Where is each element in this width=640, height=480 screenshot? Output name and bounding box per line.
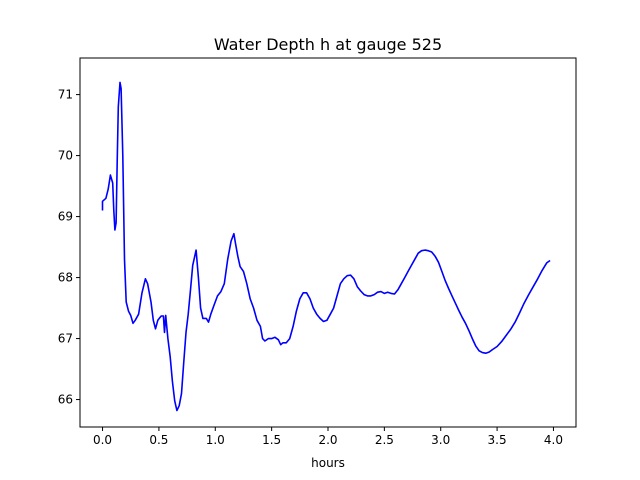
x-tick-label: 3.5 (488, 433, 507, 447)
y-tick-label: 66 (58, 393, 73, 407)
x-tick-label: 0.5 (149, 433, 168, 447)
y-tick-label: 67 (58, 332, 73, 346)
y-tick-label: 71 (58, 88, 73, 102)
y-tick-label: 68 (58, 271, 73, 285)
x-tick-label: 2.0 (318, 433, 337, 447)
x-tick-label: 1.0 (206, 433, 225, 447)
chart-title: Water Depth h at gauge 525 (214, 35, 442, 54)
x-axis: 0.0 0.5 1.0 1.5 2.0 2.5 3.0 3.5 4.0 (93, 427, 563, 447)
x-tick-label: 3.0 (431, 433, 450, 447)
y-tick-label: 70 (58, 149, 73, 163)
y-tick-label: 69 (58, 210, 73, 224)
x-tick-label: 4.0 (544, 433, 563, 447)
x-tick-label: 0.0 (93, 433, 112, 447)
x-axis-label: hours (311, 456, 345, 470)
x-tick-label: 2.5 (375, 433, 394, 447)
x-tick-label: 1.5 (262, 433, 281, 447)
series-line (101, 81, 551, 412)
y-axis: 66 67 68 69 70 71 (58, 88, 80, 407)
